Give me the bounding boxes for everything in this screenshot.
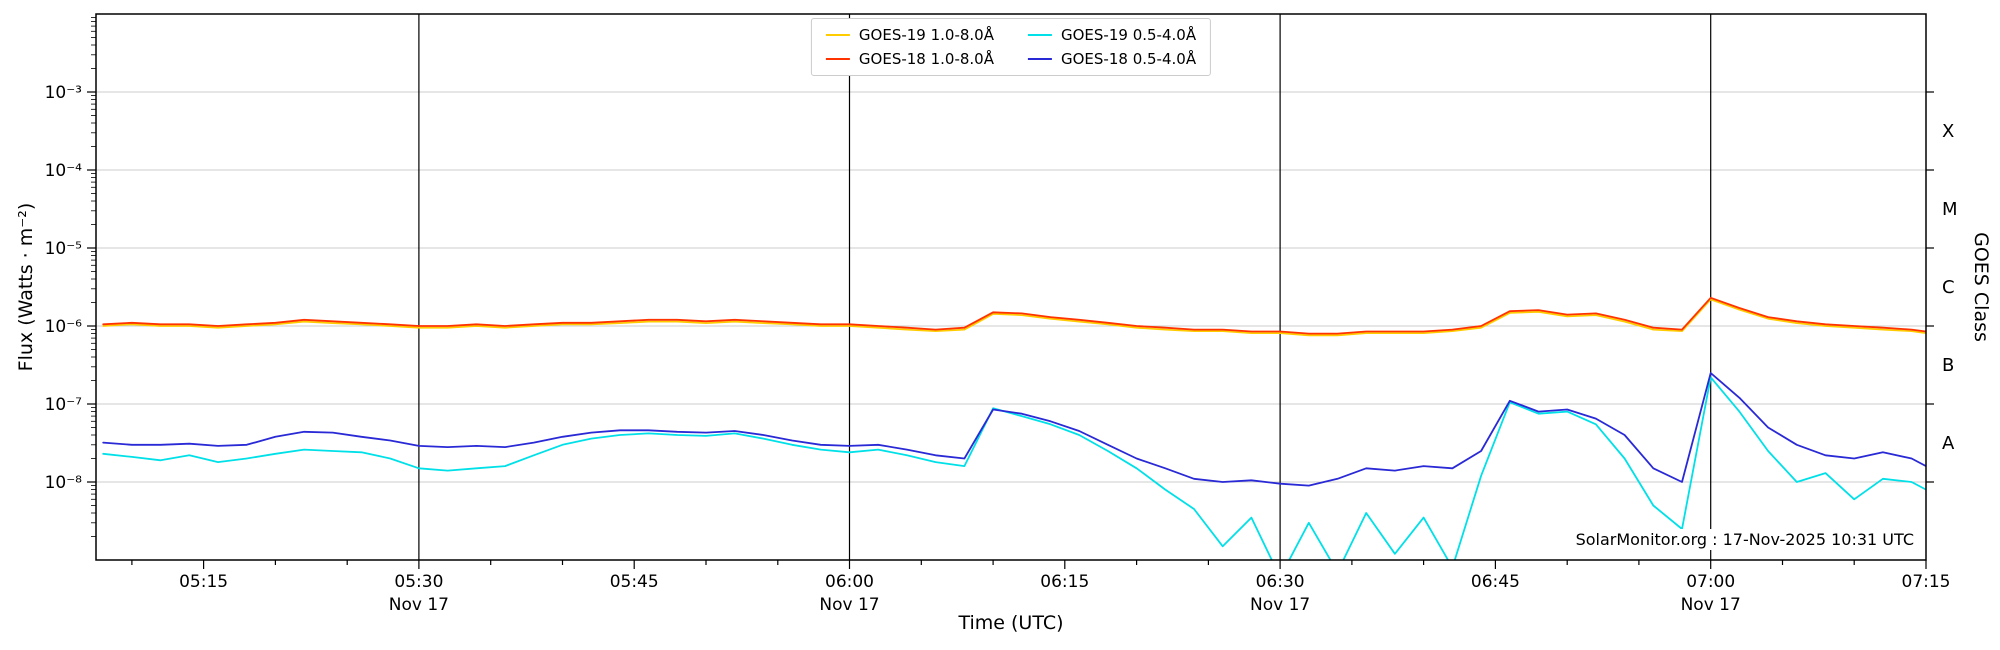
y-tick-label: 10⁻⁸	[45, 473, 83, 493]
legend-line-swatch	[1028, 34, 1052, 36]
x-tick-label: 06:15	[1040, 572, 1089, 592]
legend: GOES-19 1.0-8.0Å GOES-18 1.0-8.0Å GOES-19 …	[810, 18, 1212, 76]
goes-class-label: A	[1942, 433, 1955, 454]
date-tick-label: Nov 17	[819, 595, 879, 615]
date-tick-label: Nov 17	[1681, 595, 1741, 615]
solarmonitor-timestamp: SolarMonitor.org : 17-Nov-2025 10:31 UTC	[1569, 529, 1920, 550]
y-tick-label: 10⁻⁶	[45, 317, 83, 337]
x-tick-label: 05:30	[394, 572, 443, 592]
goes-class-label: X	[1942, 121, 1954, 142]
legend-line-swatch	[1028, 58, 1052, 60]
date-tick-label: Nov 17	[389, 595, 449, 615]
date-tick-label: Nov 17	[1250, 595, 1310, 615]
x-tick-label: 06:45	[1471, 572, 1520, 592]
legend-line-swatch	[825, 58, 850, 60]
goes-class-label: M	[1942, 199, 1958, 220]
legend-item: GOES-19 1.0-8.0Å	[825, 26, 994, 44]
legend-line-swatch	[825, 34, 850, 36]
series-line	[102, 372, 1926, 487]
y-tick-label: 10⁻⁴	[45, 161, 83, 181]
legend-item: GOES-19 0.5-4.0Å	[1028, 26, 1196, 44]
legend-item: GOES-18 0.5-4.0Å	[1028, 50, 1196, 68]
legend-item-label: GOES-19 0.5-4.0Å	[1061, 26, 1197, 44]
x-tick-label: 06:00	[825, 572, 874, 592]
legend-item-label: GOES-19 1.0-8.0Å	[858, 26, 994, 44]
y-tick-label: 10⁻³	[45, 83, 82, 103]
legend-item-label: GOES-18 0.5-4.0Å	[1061, 50, 1197, 68]
goes-class-label: B	[1942, 355, 1954, 376]
legend-item: GOES-18 1.0-8.0Å	[825, 50, 994, 68]
series-line	[102, 296, 1926, 335]
x-tick-label: 07:15	[1902, 572, 1951, 592]
y-axis-title: Flux (Watts · m⁻²)	[15, 202, 37, 372]
series-line	[102, 298, 1926, 337]
x-tick-label: 07:00	[1686, 572, 1735, 592]
x-tick-label: 06:30	[1256, 572, 1305, 592]
x-axis-title: Time (UTC)	[958, 612, 1064, 634]
right-axis-title: GOES Class	[1970, 232, 1992, 342]
goes-class-label: C	[1942, 277, 1955, 298]
y-tick-label: 10⁻⁵	[45, 239, 82, 259]
x-tick-label: 05:45	[610, 572, 659, 592]
legend-item-label: GOES-18 1.0-8.0Å	[858, 50, 994, 68]
y-tick-label: 10⁻⁷	[45, 395, 83, 415]
plot-border	[95, 13, 1927, 561]
x-tick-label: 05:15	[179, 572, 228, 592]
series-line	[102, 376, 1926, 560]
